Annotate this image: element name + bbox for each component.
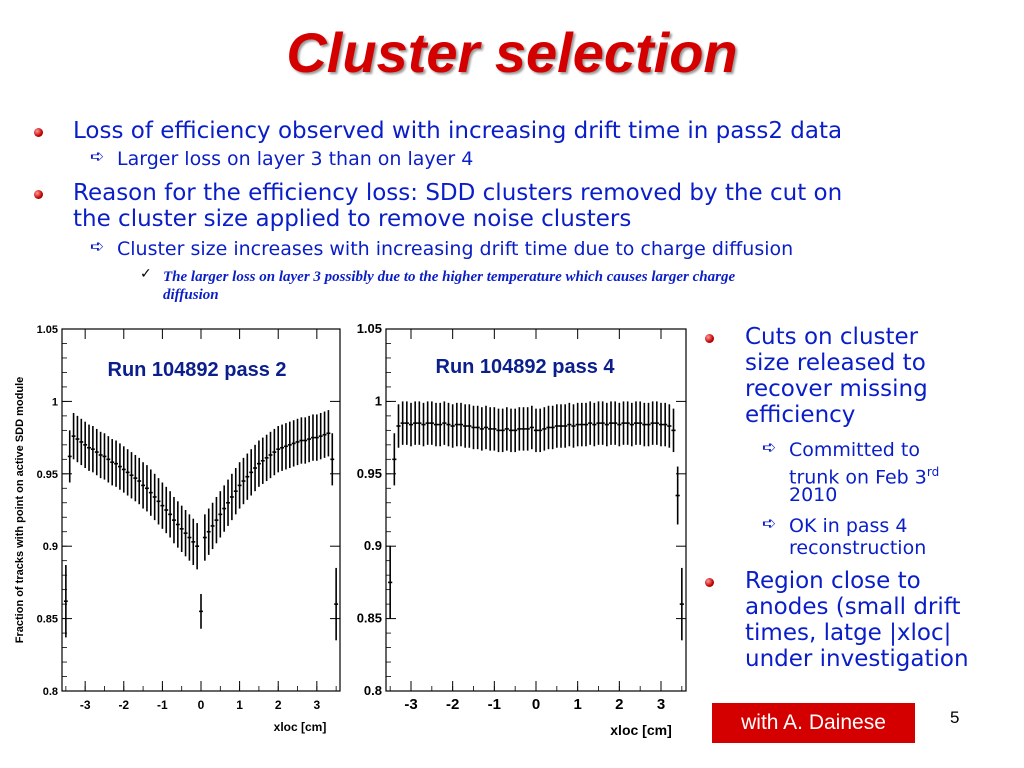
x-tick-label: 0 [532, 696, 540, 713]
chart-title: Run 104892 pass 4 [436, 356, 616, 378]
x-tick-label: -1 [488, 696, 501, 713]
side-cuts-line4: efficiency [745, 402, 856, 428]
arrow-right-icon: ➪ [90, 237, 105, 257]
side-region-line2: anodes (small drift [745, 594, 961, 620]
side-region-line1: Region close to [745, 568, 921, 594]
chart-title: Run 104892 pass 2 [108, 359, 287, 381]
side-cuts-line3: recover missing [745, 376, 928, 402]
side-committed-line1: Committed to [789, 439, 920, 461]
subsub-bullet-line1: The larger loss on layer 3 possibly due … [163, 269, 736, 285]
sub-bullet-cluster-size: Cluster size increases with increasing d… [117, 238, 794, 260]
side-ok-line1: OK in pass 4 [789, 515, 908, 537]
x-tick-label: -2 [446, 696, 459, 713]
slide-title: Cluster selection [286, 21, 738, 84]
arrow-right-icon: ➪ [762, 514, 777, 534]
y-tick-label: 1 [375, 393, 382, 408]
y-tick-label: 0.9 [364, 538, 382, 553]
x-tick-label: 0 [198, 698, 205, 712]
bullet-dot-icon [705, 334, 714, 343]
chart-pass2: 0.8 0.85 0.9 0.95 1 1.05 -3 -2 -1 0 1 2 3 Run 104892 … [14, 324, 341, 734]
side-region-line3: times, latge |xloc| [745, 620, 952, 646]
plot-frame [61, 328, 341, 692]
y-tick-label: 1 [52, 396, 58, 408]
y-tick-label: 0.85 [37, 614, 58, 626]
y-tick-label: 1.05 [37, 324, 58, 336]
y-tick-label: 0.8 [364, 683, 382, 698]
bullet-dot-icon [705, 578, 714, 587]
subsub-bullet-line2: diffusion [163, 287, 219, 303]
x-tick-label: -3 [404, 696, 417, 713]
y-tick-label: 1.05 [357, 321, 382, 336]
arrow-right-icon: ➪ [90, 147, 105, 167]
x-tick-label: 3 [313, 698, 320, 712]
y-axis-label: Fraction of tracks with point on active … [14, 377, 26, 643]
x-axis-label: xloc [cm] [610, 722, 671, 738]
y-tick-label: 0.85 [357, 611, 382, 626]
checkmark-icon: ✓ [140, 266, 152, 282]
x-tick-label: 1 [573, 696, 581, 713]
side-committed-line2: trunk on Feb 3rd [789, 465, 940, 489]
x-tick-label: -1 [157, 698, 168, 712]
arrow-right-icon: ➪ [762, 438, 777, 458]
bullet-reason-line2: the cluster size applied to remove noise… [73, 206, 632, 232]
x-tick-label: -3 [80, 698, 91, 712]
bullet-reason-line1: Reason for the efficiency loss: SDD clus… [73, 180, 843, 206]
credit-badge: with A. Dainese [712, 703, 915, 743]
side-region-line4: under investigation [745, 646, 969, 672]
side-committed-line3: 2010 [789, 484, 838, 506]
y-tick-label: 0.8 [43, 686, 58, 698]
y-tick-label: 0.95 [37, 469, 58, 481]
side-ok-line2: reconstruction [789, 537, 927, 559]
y-tick-label: 0.9 [43, 541, 58, 553]
bullet-efficiency-loss: Loss of efficiency observed with increas… [73, 118, 843, 144]
plot-frame [385, 328, 687, 692]
side-cuts-line2: size released to [745, 350, 926, 376]
y-tick-label: 0.95 [357, 466, 382, 481]
x-tick-label: 2 [275, 698, 282, 712]
page-number: 5 [950, 708, 960, 727]
x-tick-label: 1 [236, 698, 243, 712]
x-tick-label: 3 [657, 696, 665, 713]
chart-pass4: 0.8 0.85 0.9 0.95 1 1.05 -3 -2 -1 0 1 2 3 Run 104892 … [357, 321, 687, 738]
x-tick-label: -2 [118, 698, 129, 712]
superscript-rd: rd [926, 465, 940, 479]
side-cuts-line1: Cuts on cluster [745, 324, 919, 350]
x-axis-label: xloc [cm] [274, 720, 327, 734]
bullet-dot-icon [34, 128, 43, 137]
bullet-dot-icon [34, 190, 43, 199]
x-tick-label: 2 [615, 696, 623, 713]
sub-bullet-layer-loss: Larger loss on layer 3 than on layer 4 [117, 148, 474, 170]
